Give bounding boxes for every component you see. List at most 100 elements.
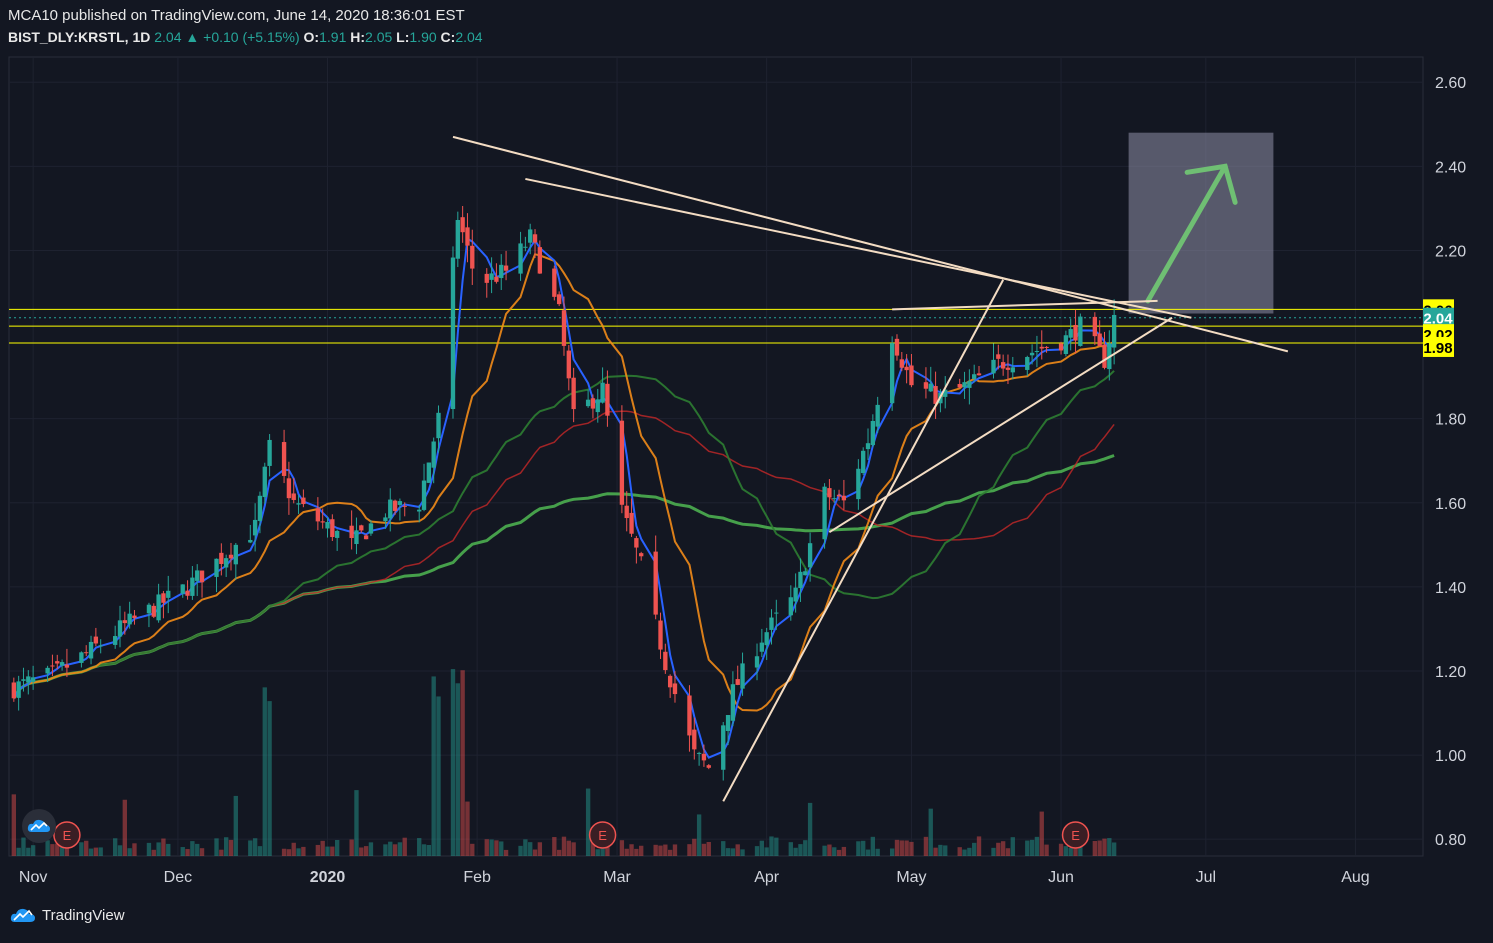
volume-bar xyxy=(634,848,639,856)
trendline-support-1 xyxy=(722,279,1005,802)
volume-bar xyxy=(214,838,219,856)
candle-body xyxy=(807,543,813,568)
volume-bar xyxy=(455,683,460,856)
y-tick-label: 1.60 xyxy=(1435,496,1466,513)
candle-body xyxy=(195,570,200,581)
candle-body xyxy=(865,443,871,450)
candle-body xyxy=(595,399,600,413)
candle-body xyxy=(532,234,538,243)
y-tick-label: 2.20 xyxy=(1435,243,1466,260)
candle-body xyxy=(1000,362,1006,369)
candle-body xyxy=(291,493,296,500)
price-axis[interactable]: 2.602.402.201.801.601.401.201.000.802.06… xyxy=(1423,75,1466,849)
candle-body xyxy=(484,273,489,283)
volume-bar xyxy=(315,844,321,856)
volume-bar xyxy=(875,848,880,856)
volume-bar xyxy=(865,849,871,856)
volume-bar xyxy=(267,701,272,856)
candle-body xyxy=(117,620,123,637)
volume-bar xyxy=(450,669,456,856)
volume-bar xyxy=(199,848,205,856)
footer-brand[interactable]: TradingView xyxy=(10,906,125,924)
candle-body xyxy=(585,399,591,407)
volume-bar xyxy=(397,842,403,856)
volume-bar xyxy=(248,840,253,856)
volume-bar xyxy=(663,844,668,856)
x-tick-label: Aug xyxy=(1341,869,1369,886)
volume-bar xyxy=(21,837,26,856)
volume-bar xyxy=(151,849,156,856)
volume-bar xyxy=(417,838,422,856)
volume-bar xyxy=(112,838,118,856)
volume-bar xyxy=(436,696,441,856)
volume-bar xyxy=(899,840,904,856)
volume-bar xyxy=(465,801,470,856)
candle-body xyxy=(619,420,625,505)
candle-body xyxy=(923,382,929,389)
candle-body xyxy=(359,525,364,531)
candle-body xyxy=(537,247,543,274)
volume-bar xyxy=(16,847,21,856)
candle-body xyxy=(943,389,948,397)
candle-body xyxy=(928,383,933,392)
symbol-label[interactable]: BIST_DLY:KRSTL, 1D xyxy=(8,29,151,45)
candle-body xyxy=(861,450,866,474)
volume-bar xyxy=(556,849,562,856)
candle-body xyxy=(827,488,832,498)
earnings-marker xyxy=(53,821,81,849)
candle-body xyxy=(788,597,793,616)
volume-bar xyxy=(195,843,200,856)
x-tick-label: Apr xyxy=(754,869,780,886)
close-value: 2.04 xyxy=(455,29,483,45)
candle-body xyxy=(740,663,745,689)
candle-body xyxy=(909,365,914,386)
volume-bar xyxy=(50,844,55,856)
volume-bar xyxy=(788,842,793,856)
candle-body xyxy=(701,753,707,761)
candle-body xyxy=(933,386,938,404)
candle-body xyxy=(822,486,827,540)
candle-body xyxy=(639,553,644,557)
candle-body xyxy=(696,752,702,754)
candle-body xyxy=(856,468,861,500)
volume-bar xyxy=(861,840,866,856)
candle-body xyxy=(634,538,639,548)
volume-bar xyxy=(692,838,697,856)
candle-body xyxy=(185,590,190,596)
volume-bar xyxy=(740,849,745,856)
volume-bar xyxy=(262,687,267,856)
tradingview-cloud-button[interactable] xyxy=(22,809,56,843)
candle-body xyxy=(233,544,238,565)
volume-bar xyxy=(88,848,94,856)
candle-body xyxy=(605,383,610,416)
publish-line: MCA10 published on TradingView.com, June… xyxy=(8,7,465,24)
volume-bar xyxy=(754,846,760,856)
volume-bar xyxy=(402,837,407,856)
candle-body xyxy=(1039,346,1044,349)
candle-body xyxy=(1034,350,1040,352)
candle-body xyxy=(1058,343,1064,351)
candle-body xyxy=(967,381,972,388)
volume-bar xyxy=(735,844,740,856)
candle-body xyxy=(991,359,996,374)
price-chart[interactable]: E E E 2.60 2.40 2.20 1.80 1.60 1.40 1.20 1.00 0.80… xyxy=(0,0,1493,900)
candle-body xyxy=(1073,324,1078,341)
candle-body xyxy=(151,605,156,617)
volume-bar xyxy=(639,845,644,856)
time-axis[interactable]: Nov Dec 2020 Feb Mar Apr May Jun Jul Aug xyxy=(19,869,1370,886)
volume-bar xyxy=(190,841,195,856)
volume-bar xyxy=(223,837,229,856)
volume-bar xyxy=(1068,847,1073,856)
candle-body xyxy=(957,384,962,388)
volume-bar xyxy=(132,843,137,856)
candle-body xyxy=(325,522,330,529)
volume-bar xyxy=(84,840,89,856)
candle-body xyxy=(64,664,70,668)
volume-bar xyxy=(976,836,982,856)
trendlines[interactable] xyxy=(452,135,1289,802)
candle-body xyxy=(79,652,84,663)
candle-body xyxy=(976,373,982,376)
price-change: +0.10 (+5.15%) xyxy=(203,29,300,45)
cloud-icon xyxy=(27,819,50,832)
x-tick-label: Mar xyxy=(603,869,631,886)
